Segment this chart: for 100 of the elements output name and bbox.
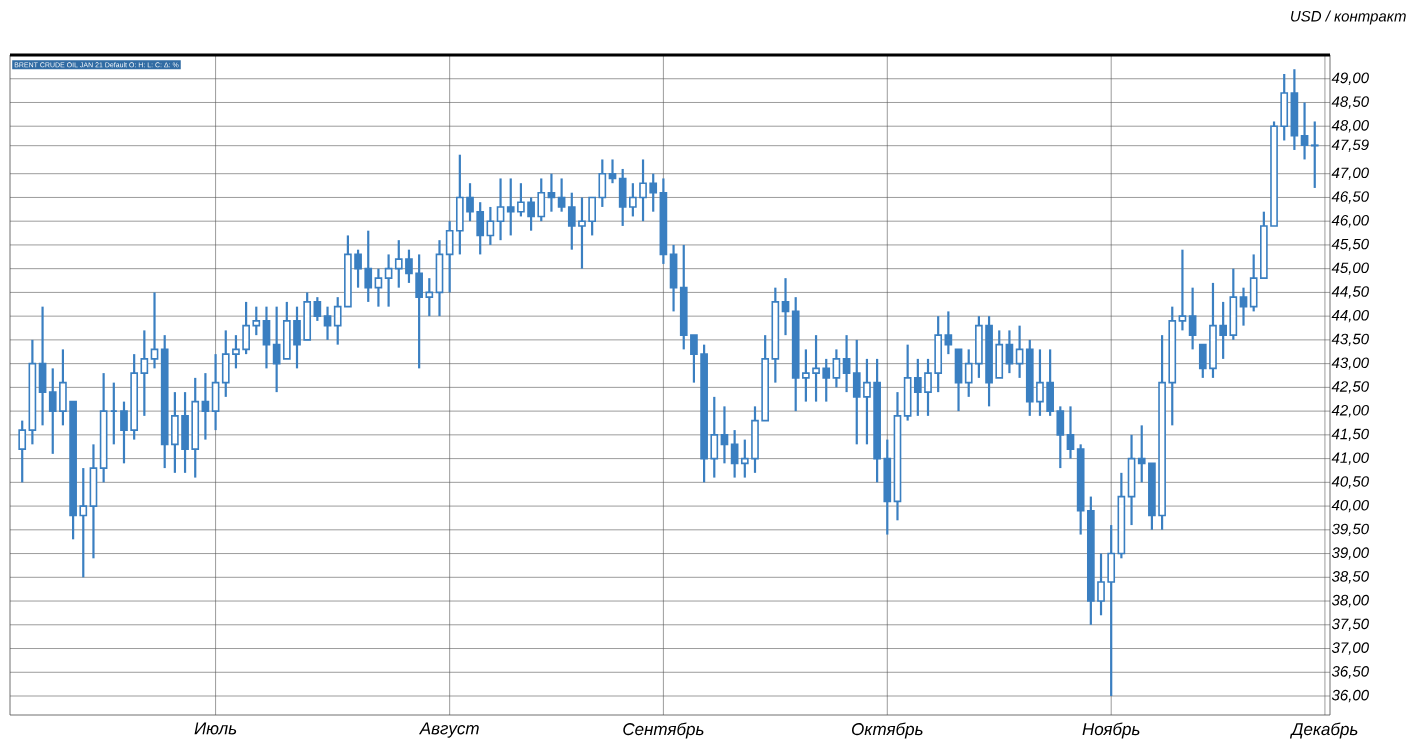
candlestick <box>496 177 505 242</box>
x-tick-label: Август <box>418 722 479 738</box>
candlestick <box>802 348 810 403</box>
candlestick <box>18 419 27 484</box>
y-tick-label: 45,50 <box>1331 238 1369 252</box>
candlestick <box>333 296 342 346</box>
candlestick <box>425 277 434 318</box>
y-tick-label: 44,50 <box>1331 286 1369 299</box>
candlestick <box>364 229 373 303</box>
candlestick <box>1188 286 1197 351</box>
candlestick <box>384 253 393 308</box>
candlestick <box>710 395 719 479</box>
candlestick <box>486 205 495 247</box>
candlestick <box>537 177 546 223</box>
y-tick-label: 48,50 <box>1331 96 1369 109</box>
candlestick <box>608 158 617 185</box>
candlestick <box>924 357 932 417</box>
candlestick <box>466 182 474 223</box>
candlestick <box>1097 552 1105 617</box>
candlestick <box>476 201 485 256</box>
candlestick <box>720 405 729 465</box>
candlestick <box>506 177 515 237</box>
y-tick-label: 42,50 <box>1331 381 1369 394</box>
y-tick-label: 36,50 <box>1331 666 1369 679</box>
candlestick <box>1300 101 1309 161</box>
candlestick <box>913 357 922 417</box>
candlestick <box>964 348 973 398</box>
candlestick <box>232 334 240 370</box>
candlestick <box>812 334 820 403</box>
candlestick <box>293 305 301 370</box>
candlestick <box>832 348 841 389</box>
y-tick-label: 38,50 <box>1331 571 1369 584</box>
candlestick <box>150 291 159 370</box>
candlestick <box>252 305 261 337</box>
candlestick <box>1219 300 1227 360</box>
candlestick <box>527 196 535 232</box>
candlestick <box>272 305 281 394</box>
candlestick <box>120 400 128 465</box>
candlestick <box>445 220 454 294</box>
candlestick <box>690 334 698 384</box>
x-tick-label: Ноябрь <box>1082 722 1140 739</box>
y-tick-label: 47,00 <box>1331 167 1369 180</box>
candlestick <box>730 429 739 479</box>
candlestick <box>79 466 88 579</box>
candlestick <box>313 296 322 322</box>
y-tick-label: 46,00 <box>1331 214 1369 228</box>
candlestick <box>629 182 637 218</box>
candlestick <box>1036 348 1044 417</box>
candlestick <box>863 357 871 446</box>
y-tick-label: 39,00 <box>1331 547 1369 560</box>
y-tick-label: 42,00 <box>1331 404 1369 418</box>
y-tick-label: 37,50 <box>1331 618 1369 631</box>
candlestick <box>588 196 596 237</box>
candlestick <box>201 372 210 441</box>
y-tick-label: 43,50 <box>1331 333 1369 347</box>
y-tick-label: 37,00 <box>1331 642 1369 655</box>
candlestick <box>48 367 57 455</box>
y-tick-label: 36,00 <box>1331 689 1369 703</box>
candlestick <box>639 158 647 223</box>
candlestick <box>944 310 953 356</box>
candlestick <box>740 438 749 479</box>
y-tick-label: 49,00 <box>1331 72 1369 85</box>
candlestick <box>1198 343 1207 379</box>
x-tick-label: Сентябрь <box>623 722 704 739</box>
candlestick <box>1066 405 1075 460</box>
candlestick <box>1137 424 1146 484</box>
candlestick <box>374 267 383 308</box>
candlestick <box>842 334 851 394</box>
candlestick <box>649 172 658 213</box>
candlestick <box>1239 286 1248 327</box>
y-tick-label: 40,50 <box>1331 476 1369 489</box>
candlestick <box>547 172 556 213</box>
y-tick-label: 41,00 <box>1331 452 1369 465</box>
candlestick <box>598 158 607 209</box>
candlestick <box>262 305 271 370</box>
x-tick-label: Декабрь <box>1289 722 1358 739</box>
y-tick-label: 41,50 <box>1331 428 1369 442</box>
y-axis-title: USD / контракт <box>1291 10 1406 25</box>
y-tick-label: 40,00 <box>1331 499 1369 513</box>
candlestick <box>1178 248 1187 332</box>
candlestick <box>1056 405 1065 470</box>
candlestick <box>557 177 566 213</box>
y-tick-label: 44,00 <box>1331 309 1369 323</box>
candlestick <box>822 357 831 403</box>
y-tick-label: 45,00 <box>1331 262 1369 275</box>
y-tick-label: 48,00 <box>1331 120 1369 133</box>
candlestick <box>354 248 362 289</box>
candlestick <box>1005 329 1014 375</box>
candlestick <box>517 182 525 218</box>
y-tick-label: 47,59 <box>1331 139 1369 152</box>
candlestick <box>415 253 423 370</box>
y-tick-label: 43,00 <box>1331 357 1369 370</box>
candlestick <box>323 305 332 341</box>
candlestick <box>242 300 250 356</box>
x-tick-label: Октябрь <box>851 722 923 739</box>
candlestick <box>405 248 413 285</box>
candlestick <box>781 277 790 337</box>
candlestick <box>578 196 586 270</box>
candlestick <box>567 191 576 251</box>
y-tick-label: 38,00 <box>1331 594 1369 608</box>
